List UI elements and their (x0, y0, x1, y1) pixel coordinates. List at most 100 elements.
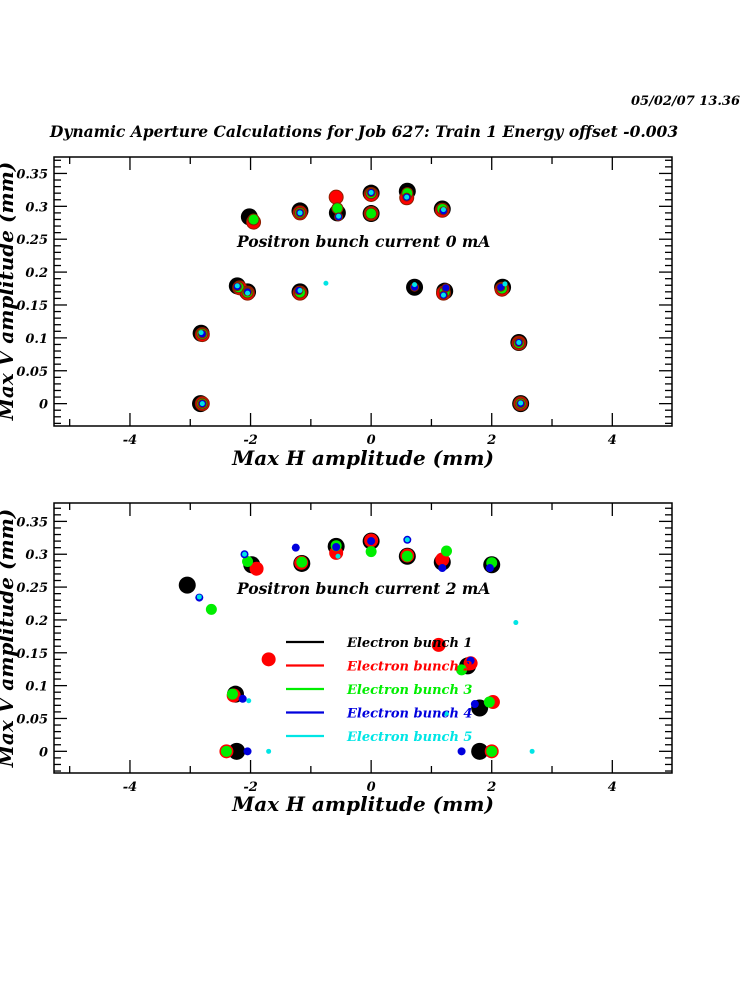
plot-frame (53, 502, 673, 774)
data-point-bunch-5 (246, 698, 252, 704)
axis-ticks (54, 503, 672, 773)
y-tick-label: 0 (39, 398, 48, 413)
legend-label: Electron bunch 5 (346, 730, 472, 745)
data-point-bunch-3 (220, 745, 232, 757)
data-points (192, 182, 530, 413)
y-tick-label: 0.2 (25, 614, 48, 629)
data-point-bunch-2 (431, 637, 446, 652)
y-tick-label: 0.15 (16, 647, 48, 662)
data-point-bunch-2 (261, 652, 276, 667)
x-tick-labels: -4 -2 0 2 4 (123, 780, 617, 795)
data-point-bunch-5 (245, 290, 251, 296)
x-tick-label: 0 (367, 780, 376, 795)
plot-2mA: -4 -2 0 2 4 0 0.05 0.1 0.15 0.2 0.25 0.3 0.35 Posit… (0, 502, 673, 816)
data-point-bunch-3 (401, 550, 413, 562)
x-axis-title: Max H amplitude (mm) (231, 792, 494, 816)
y-tick-label: 0.1 (25, 680, 48, 695)
y-tick-label: 0.25 (16, 581, 48, 596)
data-point-bunch-3 (226, 688, 238, 700)
data-point-bunch-5 (234, 283, 240, 289)
y-tick-label: 0.25 (16, 233, 48, 248)
data-point-bunch-4 (457, 747, 466, 756)
x-tick-label: -2 (243, 433, 257, 448)
y-tick-labels: 0 0.05 0.1 0.15 0.2 0.25 0.3 0.35 (16, 515, 48, 760)
legend-label: Electron bunch 3 (346, 683, 472, 698)
data-point-bunch-3 (247, 213, 260, 226)
data-point-bunch-5 (404, 537, 410, 543)
data-point-bunch-3 (365, 546, 377, 558)
data-point-bunch-4 (496, 282, 506, 292)
data-point-bunch-4 (238, 694, 247, 703)
page-title: Dynamic Aperture Calculations for Job 62… (49, 122, 679, 141)
data-point-bunch-3 (331, 202, 344, 215)
data-point-bunch-3 (205, 603, 217, 615)
x-tick-label: -2 (243, 780, 257, 795)
data-point-bunch-5 (297, 288, 303, 294)
data-point-bunch-5 (335, 553, 341, 559)
timestamp: 05/02/07 13.36 (630, 94, 740, 109)
x-tick-label: -4 (123, 433, 137, 448)
y-tick-label: 0 (39, 745, 48, 760)
data-point-bunch-4 (332, 543, 341, 552)
x-tick-label: -4 (123, 780, 137, 795)
data-point-bunch-5 (297, 210, 303, 216)
data-point-bunch-5 (444, 711, 450, 717)
data-point-bunch-5 (529, 748, 535, 754)
x-tick-label: 2 (486, 433, 496, 448)
legend-label: Electron bunch 2 (346, 660, 472, 675)
data-point-bunch-4 (470, 700, 479, 709)
data-point-bunch-5 (242, 551, 248, 557)
y-tick-label: 0.35 (16, 167, 48, 182)
data-point-bunch-3 (456, 664, 468, 676)
data-point-bunch-4 (243, 747, 252, 756)
y-tick-label: 0.05 (16, 712, 48, 727)
y-tick-labels: 0 0.05 0.1 0.15 0.2 0.25 0.3 0.35 (16, 167, 48, 412)
data-point-bunch-3 (296, 556, 308, 568)
data-point-bunch-3 (441, 545, 453, 557)
data-point-bunch-5 (196, 594, 202, 600)
data-point-bunch-4 (466, 656, 475, 665)
data-point-bunch-4 (291, 543, 300, 552)
y-tick-label: 0.35 (16, 515, 48, 530)
data-points (178, 532, 535, 760)
data-point-bunch-5 (518, 400, 524, 406)
x-tick-label: 4 (608, 433, 617, 448)
data-point-bunch-5 (513, 620, 519, 626)
data-point-bunch-5 (336, 213, 342, 219)
data-point-bunch-3 (242, 555, 254, 567)
data-point-bunch-5 (440, 292, 446, 298)
data-point-bunch-5 (266, 748, 272, 754)
data-point-bunch-1 (471, 742, 489, 760)
x-axis-title: Max H amplitude (mm) (231, 446, 494, 470)
legend-label: Electron bunch 1 (346, 636, 472, 651)
data-point-bunch-4 (485, 564, 494, 573)
data-point-bunch-5 (323, 280, 329, 286)
data-point-bunch-4 (367, 537, 376, 546)
y-tick-label: 0.3 (25, 200, 48, 215)
annotation: Positron bunch current 2 mA (236, 579, 490, 598)
data-point-bunch-2 (249, 561, 264, 576)
legend: Electron bunch 1 Electron bunch 2 Electron… (286, 636, 472, 745)
data-point-bunch-5 (502, 281, 508, 287)
x-tick-label: 4 (608, 780, 617, 795)
x-tick-label: 2 (486, 780, 496, 795)
x-tick-label: 0 (367, 433, 376, 448)
y-axis-title: Max V amplitude (mm) (0, 162, 18, 421)
plot-frame (53, 156, 673, 427)
y-tick-label: 0.2 (25, 266, 48, 281)
y-tick-label: 0.15 (16, 299, 48, 314)
data-point-bunch-4 (438, 564, 447, 573)
data-point-bunch-1 (228, 742, 246, 760)
annotation: Positron bunch current 0 mA (236, 232, 490, 251)
y-axis-title: Max V amplitude (mm) (0, 509, 18, 768)
y-tick-label: 0.3 (25, 548, 48, 563)
data-point-bunch-3 (365, 207, 378, 220)
data-point-bunch-5 (199, 401, 205, 407)
data-point-bunch-1 (178, 576, 196, 594)
data-point-bunch-5 (368, 190, 374, 196)
plot-0mA: -4 -2 0 2 4 0 0.05 0.1 0.15 0.2 0.25 0.3 0.35 Posit… (0, 156, 673, 470)
data-point-bunch-2 (328, 189, 344, 205)
legend-label: Electron bunch 4 (346, 707, 472, 722)
axis-ticks (54, 157, 672, 426)
